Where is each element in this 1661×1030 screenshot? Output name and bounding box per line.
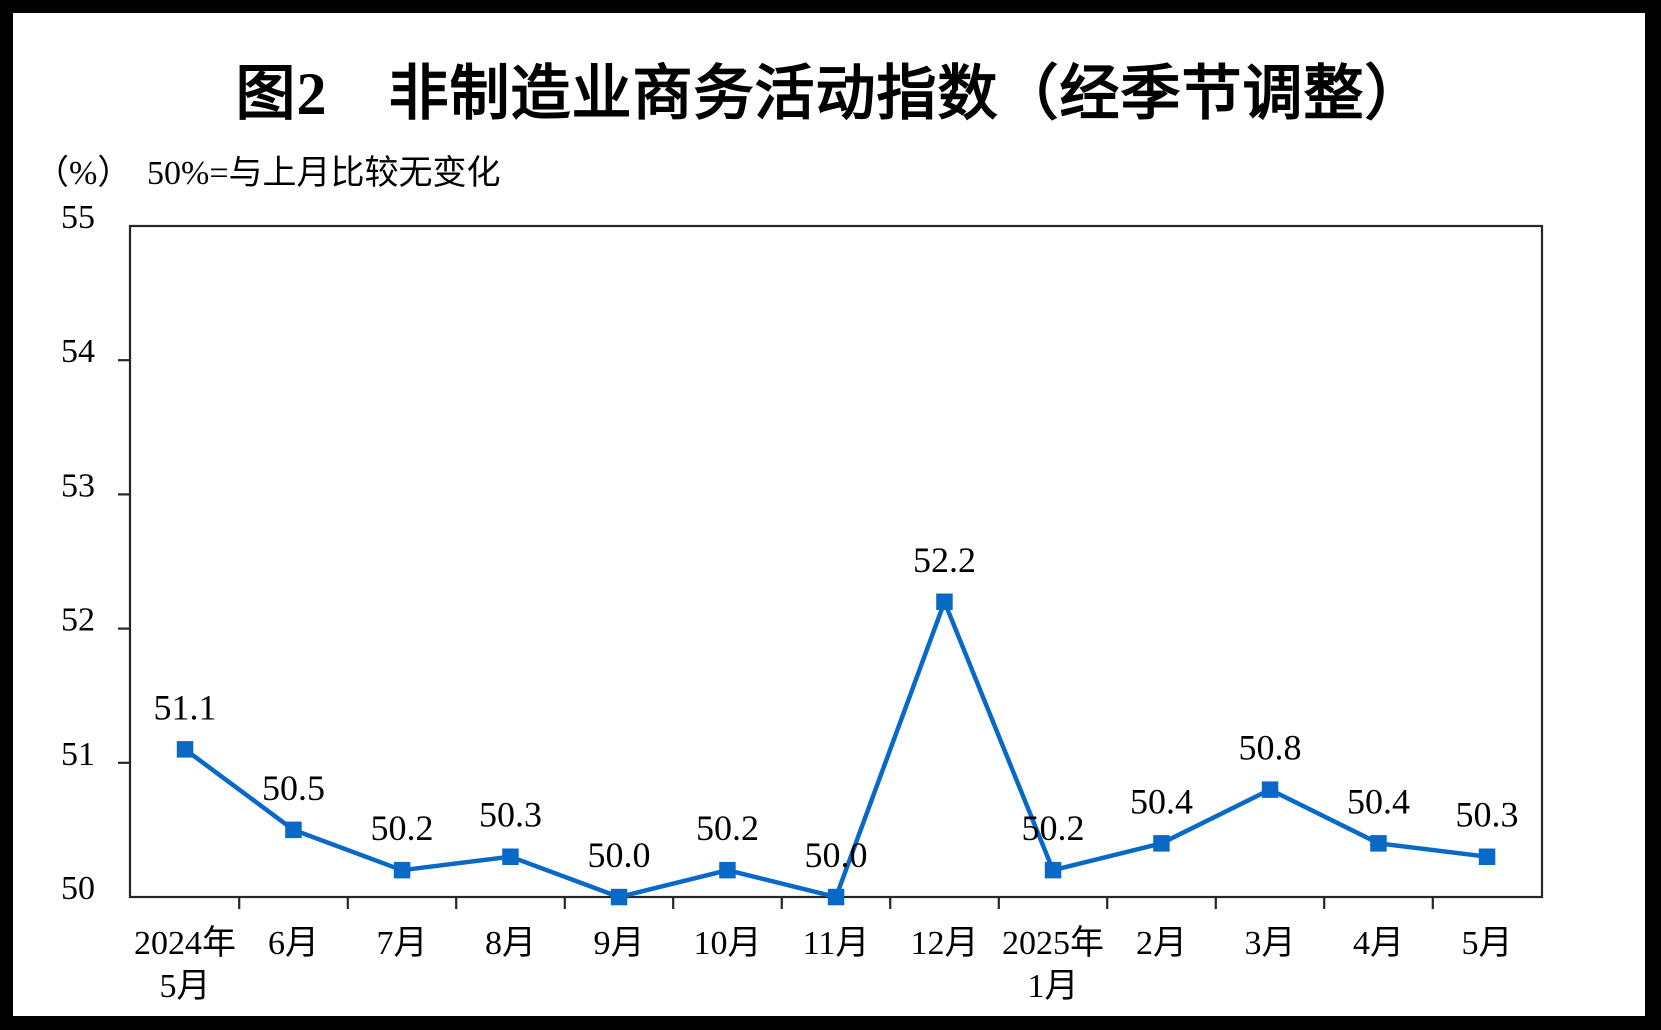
svg-text:50.2: 50.2: [1022, 808, 1085, 848]
svg-text:52: 52: [61, 602, 95, 639]
svg-text:50: 50: [61, 870, 95, 907]
svg-text:50.2: 50.2: [696, 808, 759, 848]
svg-text:2025年: 2025年: [1002, 924, 1104, 962]
svg-text:2024年: 2024年: [134, 924, 236, 962]
svg-text:5月: 5月: [1462, 925, 1513, 962]
svg-text:50.5: 50.5: [262, 768, 325, 808]
svg-text:50.8: 50.8: [1239, 728, 1302, 768]
svg-text:50.4: 50.4: [1130, 781, 1193, 821]
svg-text:53: 53: [61, 467, 95, 504]
svg-text:7月: 7月: [377, 925, 428, 962]
svg-text:2月: 2月: [1136, 925, 1187, 962]
svg-text:11月: 11月: [803, 925, 870, 962]
svg-text:9月: 9月: [594, 925, 645, 962]
svg-text:52.2: 52.2: [913, 540, 976, 580]
svg-text:50.0: 50.0: [588, 835, 651, 875]
svg-text:5月: 5月: [160, 968, 211, 1005]
svg-text:10月: 10月: [694, 925, 762, 962]
svg-text:50.0: 50.0: [805, 835, 868, 875]
svg-text:3月: 3月: [1245, 925, 1296, 962]
svg-text:50.3: 50.3: [1456, 795, 1519, 835]
svg-text:54: 54: [61, 333, 95, 370]
svg-text:50.2: 50.2: [371, 808, 434, 848]
svg-text:6月: 6月: [268, 925, 319, 962]
svg-text:1月: 1月: [1028, 968, 1079, 1005]
svg-text:50.4: 50.4: [1347, 781, 1410, 821]
svg-text:12月: 12月: [911, 925, 979, 962]
svg-text:4月: 4月: [1353, 925, 1404, 962]
svg-text:51.1: 51.1: [154, 687, 217, 727]
svg-text:8月: 8月: [485, 925, 536, 962]
svg-text:51: 51: [61, 736, 95, 773]
svg-text:55: 55: [61, 199, 95, 236]
svg-text:50.3: 50.3: [479, 795, 542, 835]
